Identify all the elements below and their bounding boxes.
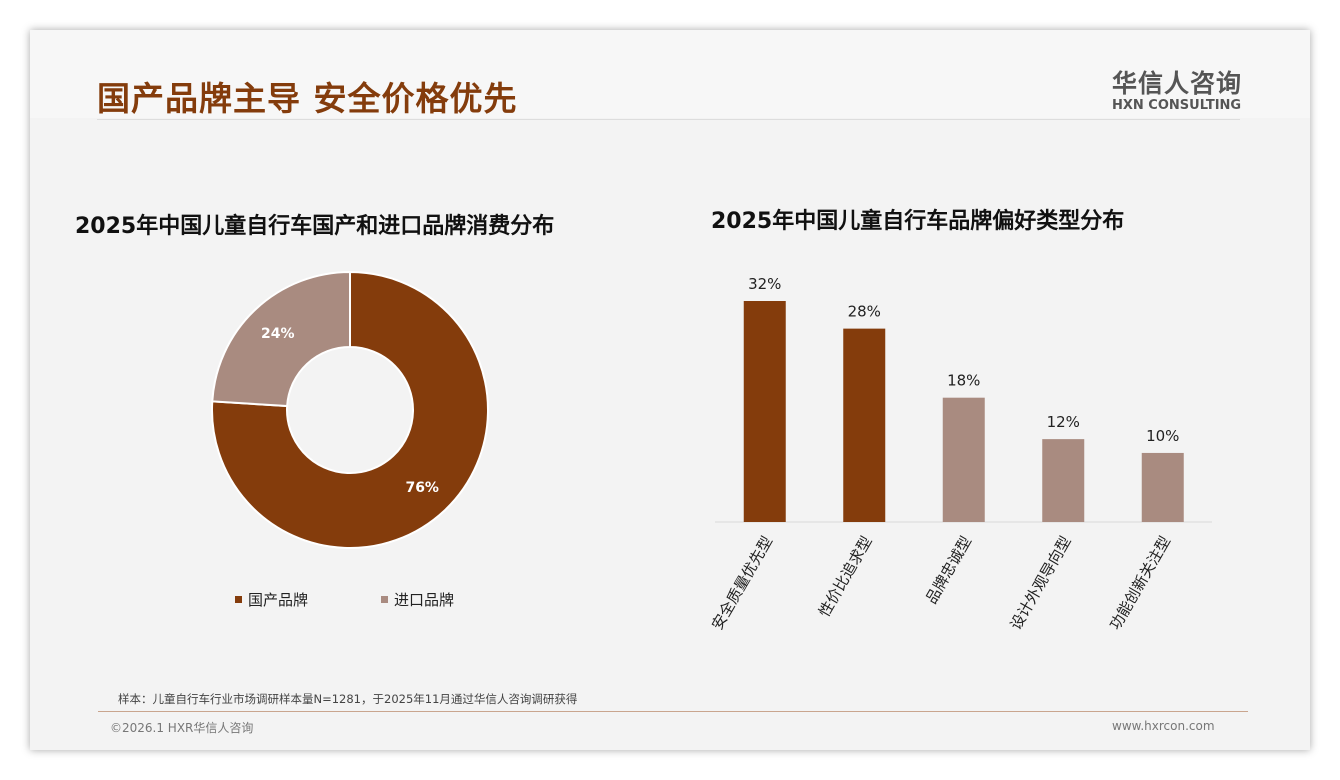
bar-value-label: 28% bbox=[848, 303, 881, 321]
slide: 国产品牌主导 安全价格优先 华信人咨询 HXN CONSULTING 2025年中… bbox=[30, 30, 1310, 750]
bar bbox=[843, 328, 886, 522]
header bbox=[30, 30, 1310, 118]
page-title: 国产品牌主导 安全价格优先 bbox=[97, 79, 518, 118]
bar-category-label: 设计外观导向型 bbox=[1007, 533, 1075, 633]
bar bbox=[743, 301, 786, 522]
donut-title: 2025年中国儿童自行车国产和进口品牌消费分布 bbox=[75, 214, 555, 239]
bar-value-label: 12% bbox=[1047, 413, 1080, 431]
donut-label: 24% bbox=[261, 326, 295, 342]
charts-canvas: 76% 24% 32% 安全质量优先型 28% 性价比追求型 18% 品牌忠诚型 12% 设计外观… bbox=[211, 270, 1212, 633]
donut-slice-0 bbox=[211, 270, 489, 549]
bar-category-label: 性价比追求型 bbox=[815, 533, 876, 620]
logo: 华信人咨询 HXN CONSULTING bbox=[1112, 64, 1242, 113]
logo-en: HXN CONSULTING bbox=[1112, 98, 1242, 113]
website-link[interactable]: www.hxrcon.com bbox=[1112, 719, 1215, 733]
legend-label: 进口品牌 bbox=[394, 591, 455, 609]
header-divider bbox=[97, 119, 1240, 120]
bar bbox=[1042, 439, 1085, 522]
donut-slice-1 bbox=[211, 270, 351, 408]
sample-note: 样本：儿童自行车行业市场调研样本量N=1281，于2025年11月通过华信人咨询… bbox=[118, 692, 578, 706]
bar-value-label: 18% bbox=[947, 372, 980, 390]
footer-divider bbox=[98, 711, 1248, 712]
bar bbox=[942, 397, 985, 522]
legend-swatch bbox=[381, 596, 388, 603]
donut-label: 76% bbox=[405, 480, 439, 496]
legend-swatch bbox=[235, 596, 242, 603]
legend-imported: 进口品牌 bbox=[381, 589, 454, 610]
bar-category-label: 安全质量优先型 bbox=[708, 533, 776, 633]
bar-value-label: 10% bbox=[1146, 427, 1179, 445]
bar-title: 2025年中国儿童自行车品牌偏好类型分布 bbox=[711, 209, 1125, 234]
bar-value-label: 32% bbox=[748, 275, 781, 293]
bar bbox=[1141, 452, 1184, 522]
bar-category-label: 功能创新关注型 bbox=[1106, 533, 1174, 633]
legend-label: 国产品牌 bbox=[248, 591, 309, 609]
copyright: ©2026.1 HXR华信人咨询 bbox=[110, 721, 254, 735]
legend-domestic: 国产品牌 bbox=[235, 589, 308, 610]
logo-cn: 华信人咨询 bbox=[1112, 69, 1243, 98]
bar-category-label: 品牌忠诚型 bbox=[922, 533, 975, 607]
